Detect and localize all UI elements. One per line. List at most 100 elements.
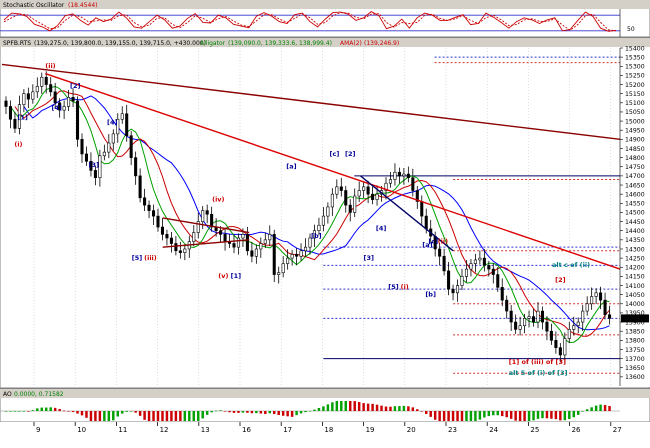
price-tick-label: 15400: [625, 45, 645, 52]
alligator-jaw-line: [23, 95, 610, 331]
ao-bar: [58, 409, 61, 411]
ao-bar: [532, 411, 535, 421]
ao-bar: [264, 411, 267, 415]
price-panel: SPFB.RTS (139,275.0, 139,800.0, 139,155.…: [0, 37, 650, 389]
ao-bar: [487, 411, 491, 417]
ao-bar: [393, 406, 397, 411]
wave-label: [3]: [89, 161, 99, 169]
ao-bar: [138, 411, 142, 416]
candle-body: [259, 243, 263, 250]
ao-bar: [152, 411, 155, 421]
ao-bar: [577, 411, 580, 415]
candle-body: [545, 321, 549, 332]
candle-body: [491, 268, 495, 275]
ao-bar: [80, 411, 84, 416]
wave-label: (ii): [45, 62, 55, 70]
ao-bar: [313, 409, 316, 411]
ao-bar: [255, 411, 258, 414]
trend-line: [360, 175, 454, 252]
candle-body: [116, 118, 120, 135]
candle-body: [496, 274, 500, 288]
ao-bar: [514, 411, 517, 421]
stochastic-level-50: 50: [627, 26, 635, 33]
price-tick-label: 15200: [625, 82, 645, 89]
ao-bar: [219, 410, 222, 411]
candle-body: [406, 173, 410, 179]
candle-body: [348, 204, 352, 213]
wave-label: (i): [14, 141, 22, 149]
wave-label: [3]: [364, 254, 374, 262]
stochastic-panel: Stochastic Oscillator (18.4544) 50: [0, 0, 650, 38]
ao-bar: [407, 406, 410, 411]
ama-value: (139,246.9): [364, 40, 399, 47]
candle-body: [460, 276, 464, 286]
candle-body: [254, 248, 258, 257]
price-tick-label: 13850: [625, 328, 645, 335]
ao-bar: [228, 411, 231, 413]
candle-body: [174, 243, 178, 252]
ao-bar: [210, 411, 213, 413]
ao-bar: [505, 411, 508, 418]
candle-body: [594, 292, 598, 297]
candle-body: [272, 234, 276, 275]
candle-body: [478, 257, 482, 261]
candle-body: [290, 254, 294, 259]
ao-bar: [299, 411, 303, 414]
candle-body: [371, 193, 375, 200]
x-tick-label: 17: [283, 426, 292, 434]
candle-body: [563, 338, 567, 356]
price-tick-label: 13700: [625, 356, 645, 363]
ao-bar: [447, 411, 450, 421]
candle-body: [362, 186, 366, 191]
candle-body: [111, 133, 115, 144]
stochastic-title: Stochastic Oscillator: [3, 2, 65, 9]
candle-body: [487, 265, 491, 270]
ao-bar: [550, 411, 553, 419]
candle-body: [482, 257, 486, 266]
ao-bar: [18, 411, 21, 412]
ao-bar: [250, 411, 254, 414]
x-tick-label: 19: [366, 426, 375, 434]
candle-body: [134, 157, 138, 177]
price-tick-label: 14900: [625, 137, 645, 144]
ao-bar: [563, 411, 567, 421]
price-tick-label: 14800: [625, 155, 645, 162]
ao-bar: [116, 411, 119, 417]
ao-bar: [125, 411, 128, 412]
ao-bar: [326, 404, 330, 411]
candle-body: [447, 270, 451, 290]
ao-bar: [340, 401, 343, 411]
candle-body: [49, 84, 53, 93]
candle-body: [241, 234, 245, 239]
ao-bar: [545, 411, 549, 419]
candle-body: [107, 142, 111, 153]
ao-bar: [304, 411, 307, 413]
ao-title: AO: [3, 391, 12, 398]
stoch-k-line: [3, 11, 617, 32]
trend-line: [45, 72, 621, 270]
ao-bar: [188, 411, 191, 421]
alligator-label: Alligator: [200, 40, 226, 47]
candle-body: [451, 288, 455, 294]
ao-bar: [398, 406, 401, 411]
wave-label: [1]: [231, 272, 241, 280]
candle-body: [76, 100, 80, 140]
candle-body: [330, 193, 334, 208]
candle-body: [518, 325, 522, 330]
candle-body: [581, 310, 585, 323]
candle-body: [120, 113, 124, 120]
candle-body: [102, 151, 106, 157]
candle-body: [44, 76, 48, 85]
price-tick-label: 14350: [625, 237, 645, 244]
ao-bar: [590, 407, 593, 411]
price-tick-label: 14950: [625, 128, 645, 135]
ao-bar: [174, 411, 178, 421]
ama-label: AMA(2): [340, 40, 362, 47]
ao-bar: [465, 411, 468, 421]
ao-bar: [433, 411, 437, 420]
candle-body: [40, 76, 44, 87]
candle-body: [590, 296, 594, 305]
candle-body: [236, 237, 241, 248]
stochastic-value: (18.4544): [68, 2, 98, 9]
candle-body: [281, 263, 285, 274]
